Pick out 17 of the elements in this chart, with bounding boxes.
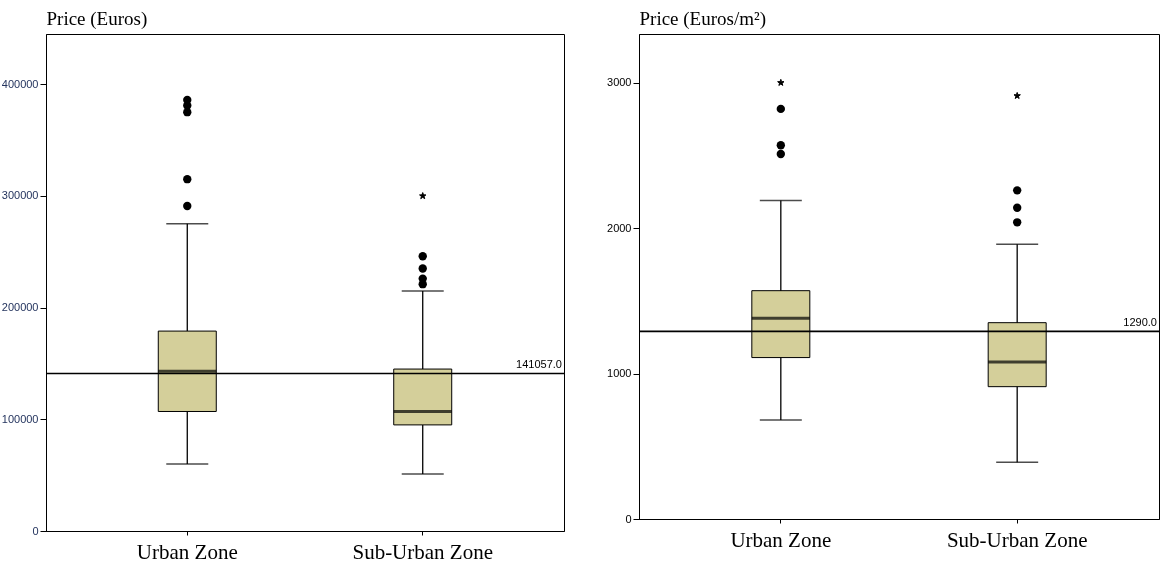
y-tick-label: 2000 bbox=[607, 221, 632, 234]
y-tick-label: 100000 bbox=[1, 412, 39, 425]
ref-line-label: 141057.0 bbox=[516, 358, 562, 371]
x-tick-label: Urban Zone bbox=[730, 527, 832, 552]
y-tick-label: 3000 bbox=[607, 76, 632, 89]
x-tick-label: Sub-Urban Zone bbox=[946, 527, 1088, 552]
y-axis-title: Price (Euros/m²) bbox=[639, 7, 767, 30]
y-tick-label: 400000 bbox=[1, 77, 39, 90]
x-tick-label: Sub-Urban Zone bbox=[352, 539, 494, 564]
x-tick-label: Urban Zone bbox=[136, 539, 238, 564]
y-tick-label: 200000 bbox=[1, 301, 39, 314]
y-tick-label: 1000 bbox=[607, 367, 632, 380]
y-tick-label: 0 bbox=[32, 524, 39, 537]
y-tick-label: 0 bbox=[625, 512, 632, 525]
y-tick-label: 300000 bbox=[1, 189, 39, 202]
ref-line-label: 1290.0 bbox=[1123, 316, 1157, 329]
y-axis-title: Price (Euros) bbox=[46, 7, 148, 30]
